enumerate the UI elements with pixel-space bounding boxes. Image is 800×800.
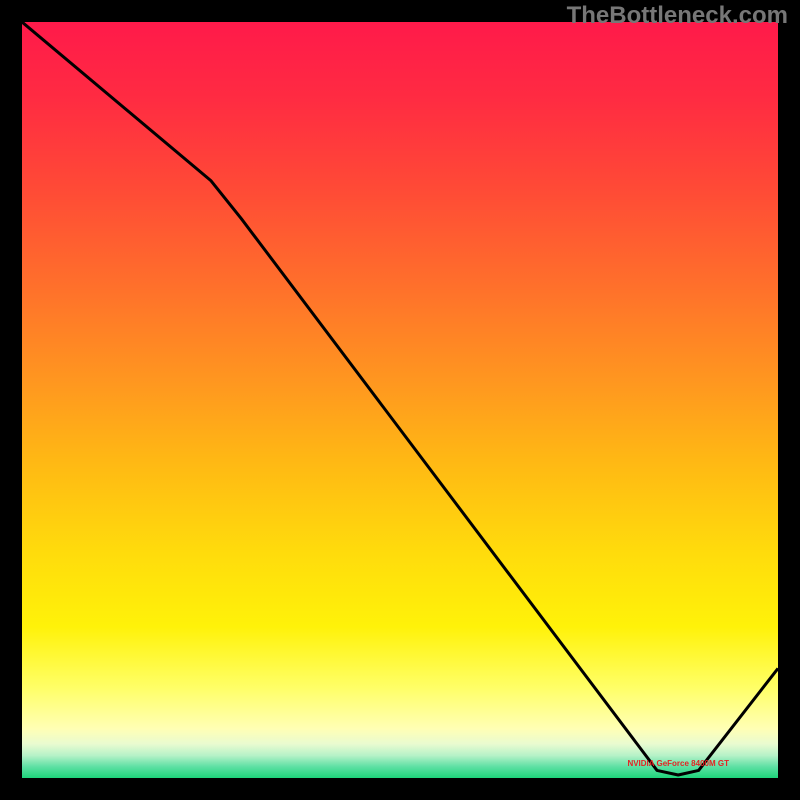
series-annotation: NVIDIA GeForce 8400M GT — [627, 759, 729, 768]
axis-right — [778, 18, 782, 782]
chart-line-path — [22, 22, 778, 775]
axis-left — [18, 18, 22, 782]
plot-area: NVIDIA GeForce 8400M GT — [22, 22, 778, 778]
watermark-text: TheBottleneck.com — [567, 2, 788, 30]
chart-line-svg — [22, 22, 778, 778]
axis-bottom — [18, 778, 782, 782]
chart-container: TheBottleneck.com NVIDIA GeForce 8400M G… — [0, 0, 800, 800]
